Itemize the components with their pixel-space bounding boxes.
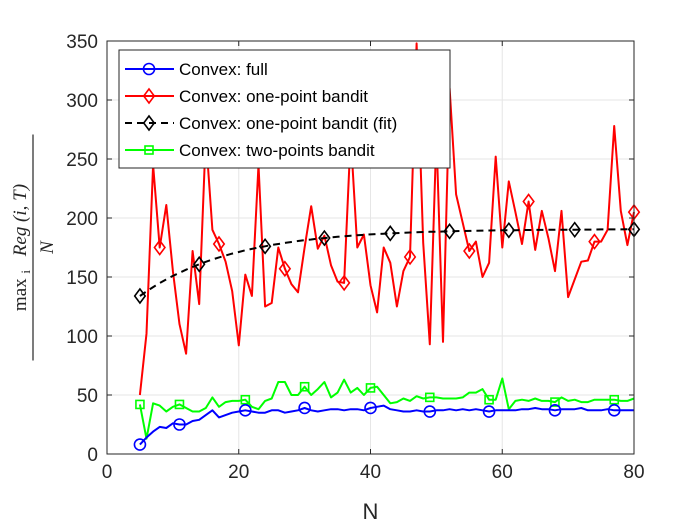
y-tick-label: 250 xyxy=(66,150,98,171)
legend-marker xyxy=(142,114,156,132)
series-line xyxy=(139,404,634,446)
series-line xyxy=(138,42,635,396)
data-point-marker xyxy=(365,383,376,393)
series-convex-full xyxy=(133,401,634,451)
legend-item: Convex: one-point bandit (fit) xyxy=(125,114,397,133)
series-convex-one-point-bandit-fit xyxy=(133,220,641,305)
series-layer xyxy=(133,42,641,451)
y-tick-label: 300 xyxy=(66,91,98,112)
data-point-marker xyxy=(403,248,417,266)
data-point-marker xyxy=(522,193,535,210)
data-point-marker xyxy=(550,397,560,407)
y-tick-label: 350 xyxy=(66,32,98,53)
legend-marker xyxy=(142,87,156,105)
data-point-marker xyxy=(443,223,456,240)
data-point-marker xyxy=(424,392,435,403)
data-point-marker xyxy=(133,438,147,451)
data-point-marker xyxy=(502,221,516,239)
y-tick-label: 150 xyxy=(66,268,98,289)
y-axis-label-args: (i, T) xyxy=(10,184,31,222)
y-axis-label: max i Reg (i, T) N xyxy=(10,134,58,361)
data-point-marker xyxy=(135,399,145,410)
data-point-marker xyxy=(173,418,186,431)
legend-item: Convex: two-points bandit xyxy=(125,141,375,160)
legend-label: Convex: full xyxy=(179,60,268,79)
data-point-marker xyxy=(423,405,437,418)
data-point-marker xyxy=(463,242,476,260)
y-tick-label: 50 xyxy=(77,386,98,407)
data-point-marker xyxy=(588,233,601,250)
legend: Convex: full Convex: one-point bandit Conv… xyxy=(118,49,451,169)
y-axis-label-func: Reg xyxy=(10,227,31,258)
y-axis-label-numerator: max i Reg (i, T) xyxy=(10,184,35,311)
ticks: 0 20 40 60 80 0 50 100 150 200 250 300 350 xyxy=(66,32,644,483)
series-convex-one-point-bandit xyxy=(138,42,641,396)
data-point-marker xyxy=(568,221,581,239)
legend-label: Convex: one-point bandit (fit) xyxy=(179,114,397,133)
legend-marker xyxy=(142,62,156,76)
y-tick-label: 100 xyxy=(66,327,98,348)
y-tick-label: 0 xyxy=(87,445,98,466)
data-point-marker xyxy=(212,235,226,253)
x-tick-label: 80 xyxy=(623,462,644,483)
y-tick-label: 200 xyxy=(66,209,98,230)
x-tick-label: 0 xyxy=(102,462,113,483)
legend-item: Convex: full xyxy=(125,60,268,79)
x-axis-label: N xyxy=(363,499,379,524)
legend-item: Convex: one-point bandit xyxy=(125,87,368,106)
legend-marker xyxy=(144,145,154,155)
data-point-marker xyxy=(364,401,377,415)
series-convex-two-points-bandit xyxy=(135,377,635,440)
x-tick-label: 60 xyxy=(492,462,513,483)
data-point-marker xyxy=(318,229,331,247)
data-point-marker xyxy=(609,394,620,405)
x-tick-label: 40 xyxy=(360,462,381,483)
data-point-marker xyxy=(337,274,351,292)
data-point-marker xyxy=(482,405,496,418)
data-point-marker xyxy=(278,260,292,278)
data-point-marker xyxy=(384,225,397,242)
data-point-marker xyxy=(607,404,621,417)
data-point-marker xyxy=(192,255,206,273)
legend-label: Convex: two-points bandit xyxy=(179,141,375,160)
series-line xyxy=(139,228,634,297)
data-point-marker xyxy=(258,237,272,255)
x-tick-label: 20 xyxy=(228,462,249,483)
y-axis-label-sub: i xyxy=(18,270,33,274)
legend-box xyxy=(118,49,451,169)
data-point-marker xyxy=(298,401,311,415)
data-point-marker xyxy=(239,404,252,417)
y-axis-label-op: max xyxy=(10,278,31,311)
data-point-marker xyxy=(299,381,310,392)
y-axis-label-denominator: N xyxy=(37,240,58,255)
data-point-marker xyxy=(548,404,562,417)
legend-label: Convex: one-point bandit xyxy=(179,87,368,106)
data-point-marker xyxy=(240,394,251,405)
data-point-marker xyxy=(484,394,494,405)
data-point-marker xyxy=(133,287,147,305)
data-point-marker xyxy=(153,239,166,256)
data-point-marker xyxy=(174,399,185,410)
